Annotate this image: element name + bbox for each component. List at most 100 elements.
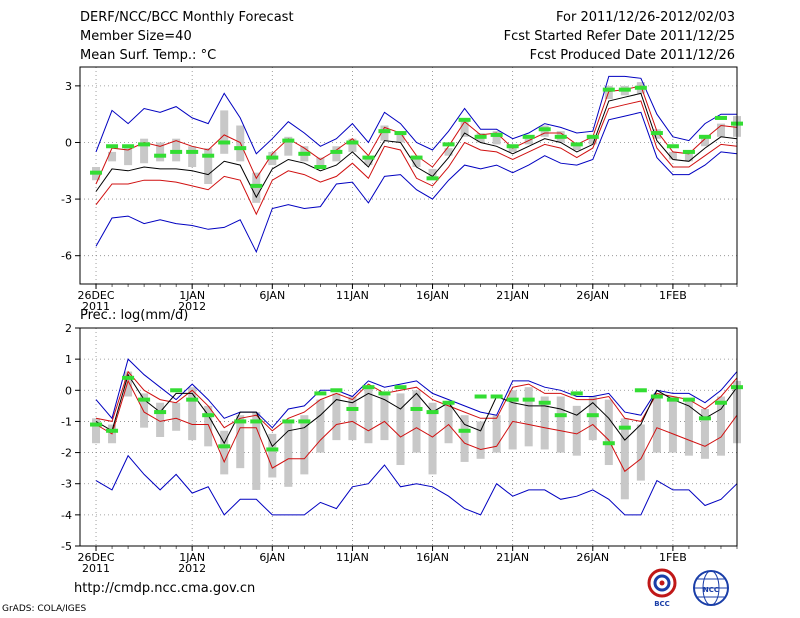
precip-observed-mark [538,400,551,405]
temp-observed-mark [602,87,615,92]
ncc-logo-text: NCC [703,586,719,594]
precip-ensemble-box [428,402,437,475]
precip-ensemble-box [700,408,709,459]
precip-observed-mark [186,397,199,402]
temp-observed-mark [682,149,695,154]
precip-xtick-label: 21JAN [496,551,529,564]
precip-ytick-label: 2 [65,322,72,335]
temp-ensemble-box [396,133,405,143]
temp-ensemble-box [220,110,229,154]
precip-ensemble-box [684,399,693,456]
temp-observed-mark [554,134,567,139]
precip-observed-mark [266,447,279,452]
temp-observed-mark [650,131,663,136]
temp-observed-mark [506,144,519,149]
precip-observed-mark [458,428,471,433]
temp-observed-mark [378,129,391,134]
temp-observed-mark [666,144,679,149]
temp-observed-mark [490,132,503,137]
precip-ytick-label: -5 [61,540,72,553]
precip-observed-mark [106,428,119,433]
temp-ensemble-box [492,131,501,145]
temp-observed-mark [186,149,199,154]
precip-ensemble-box [460,415,469,462]
precip-ensemble-box [236,415,245,469]
temp-ensemble-box [364,157,373,166]
precip-observed-mark [618,425,631,430]
temp-xtick-label: 26DEC [77,289,114,302]
precip-xtick-label: 1FEB [659,551,687,564]
precip-observed-mark [666,397,679,402]
temp-ensemble-box [316,157,325,169]
temp-ensemble-box [588,134,597,145]
temp-ensemble-box [156,142,165,162]
precip-observed-mark [90,422,103,427]
ncc-logo: NCC [688,568,734,612]
temp-observed-mark [282,138,295,143]
precip-ensemble-box [316,399,325,453]
temp-ytick-label: 3 [65,80,72,93]
precip-min-line [95,454,738,516]
precip-ensemble-box [156,402,165,437]
precip-ensemble-box [252,412,261,490]
precip-observed-mark [682,397,695,402]
temp-observed-mark [346,140,359,145]
precip-observed-mark [218,444,231,449]
precip-ensemble-box [604,399,613,466]
precip-max-line [95,358,738,429]
temp-observed-mark [458,117,471,122]
precip-frame [79,327,738,547]
precip-xtick-label: 1JAN [179,551,205,564]
temp-ensemble-box [188,146,197,168]
precip-observed-mark [298,419,311,424]
precip-xtick-label: 16JAN [416,551,449,564]
temp-observed-mark [250,183,263,188]
precip-observed-mark [602,441,615,446]
precip-observed-mark [234,419,247,424]
precip-ensemble-box [300,415,309,475]
precip-ytick-label: -2 [61,447,72,460]
precip-ytick-label: -1 [61,415,72,428]
precip-ensemble-box [716,396,725,456]
precip-p90-line [95,370,738,432]
precip-ensemble-box [636,424,645,481]
temp-observed-mark [314,165,327,170]
precip-ensemble-box [124,371,133,397]
bcc-logo: BCC [640,568,684,612]
precip-ensemble-box [188,387,197,441]
precip-ensemble-box [220,430,229,475]
precip-observed-mark [442,400,455,405]
temp-observed-mark [698,134,711,139]
temp-ensemble-box [140,138,149,164]
temp-observed-mark [90,170,103,175]
temp-observed-mark [394,131,407,136]
precip-observed-mark [122,375,135,380]
precip-ensemble-box [476,421,485,459]
temp-observed-mark [330,149,343,154]
precip-observed-mark [650,394,663,399]
temp-observed-mark [410,155,423,160]
precip-ensemble-box [620,418,629,500]
temp-observed-mark [298,151,311,156]
precip-ytick-label: -4 [61,509,72,522]
precip-ensemble-box [668,396,677,453]
temp-ytick-label: -6 [61,250,72,263]
temp-ensemble-box [284,136,293,156]
temp-ensemble-box [684,153,693,162]
temp-ensemble-box [716,123,725,137]
temp-ensemble-box [508,146,517,152]
precip-ytick-label: 0 [65,384,72,397]
temp-ensemble-box [700,136,709,147]
precip-observed-mark [250,419,263,424]
temp-xtick-label: 11JAN [336,289,369,302]
temp-observed-mark [538,127,551,132]
source-url[interactable]: http://cmdp.ncc.cma.gov.cn [74,581,256,596]
precip-observed-mark [410,406,423,411]
temp-ensemble-box [524,138,533,145]
precip-title: Prec.: log(mm/d) [80,308,189,323]
temp-observed-mark [234,146,247,151]
temp-observed-mark [442,142,455,147]
temp-ensemble-box [572,144,581,151]
temp-observed-mark [618,87,631,92]
